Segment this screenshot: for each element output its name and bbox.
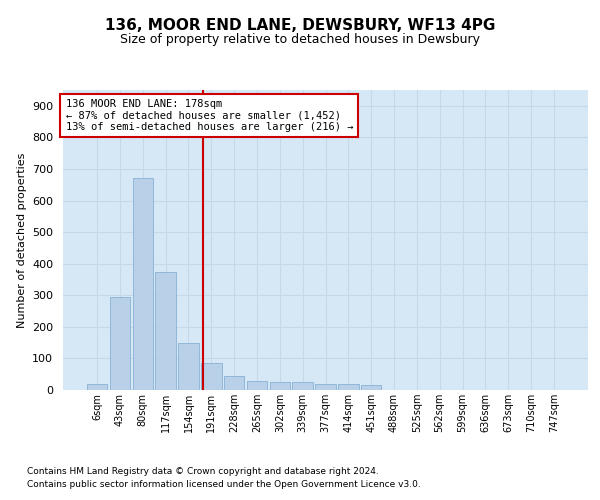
Bar — [110, 297, 130, 390]
Bar — [201, 363, 221, 390]
Bar — [361, 386, 382, 390]
Bar — [338, 384, 359, 390]
Bar — [133, 178, 153, 390]
Text: Contains HM Land Registry data © Crown copyright and database right 2024.: Contains HM Land Registry data © Crown c… — [27, 467, 379, 476]
Bar — [87, 384, 107, 390]
Y-axis label: Number of detached properties: Number of detached properties — [17, 152, 26, 328]
Text: Contains public sector information licensed under the Open Government Licence v3: Contains public sector information licen… — [27, 480, 421, 489]
Bar — [247, 380, 267, 390]
Bar — [292, 382, 313, 390]
Bar — [224, 376, 244, 390]
Bar — [315, 384, 336, 390]
Text: 136, MOOR END LANE, DEWSBURY, WF13 4PG: 136, MOOR END LANE, DEWSBURY, WF13 4PG — [105, 18, 495, 32]
Text: Size of property relative to detached houses in Dewsbury: Size of property relative to detached ho… — [120, 32, 480, 46]
Text: 136 MOOR END LANE: 178sqm
← 87% of detached houses are smaller (1,452)
13% of se: 136 MOOR END LANE: 178sqm ← 87% of detac… — [65, 99, 353, 132]
Bar — [155, 272, 176, 390]
Bar — [269, 382, 290, 390]
Bar — [178, 342, 199, 390]
